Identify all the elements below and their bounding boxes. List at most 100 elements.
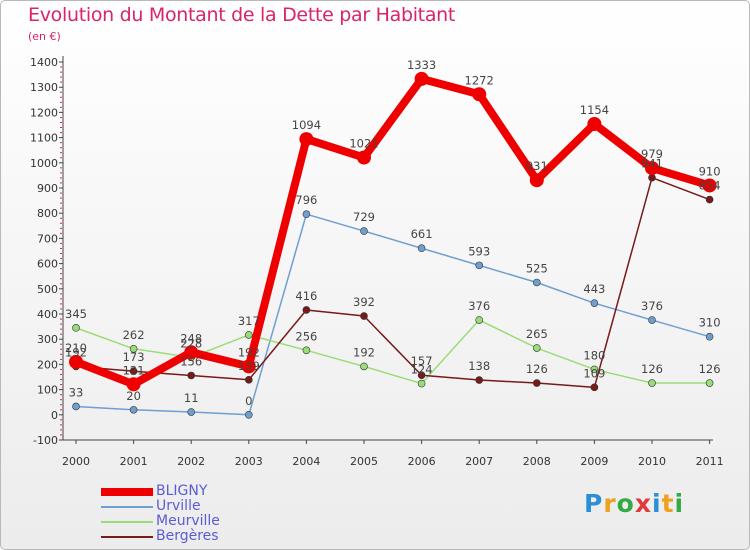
y-tick-label: 600: [37, 258, 58, 271]
data-point-meurville: [705, 379, 714, 387]
x-tick-label: 2004: [292, 455, 320, 468]
x-tick-label: 2000: [62, 455, 90, 468]
data-point-meurville: [532, 344, 541, 352]
x-tick-label: 2011: [696, 455, 724, 468]
x-tick-label: 2005: [350, 455, 378, 468]
data-label-urville: 33: [69, 385, 84, 399]
legend-label-bligny: BLIGNY: [156, 483, 208, 499]
data-point-bligny: [357, 150, 371, 165]
data-point-bligny: [69, 354, 83, 369]
data-label-meurville: 126: [641, 362, 663, 376]
y-tick-label: 800: [37, 207, 58, 220]
data-label-meurville: 192: [353, 345, 375, 359]
data-point-bergères: [705, 195, 714, 204]
data-point-bligny: [702, 178, 717, 193]
y-tick-label: 200: [37, 358, 58, 371]
data-label-meurville: 345: [65, 307, 87, 321]
data-label-bligny: 1272: [465, 73, 494, 87]
chart-subtitle: (en €): [28, 30, 61, 43]
data-label-bergères: 392: [353, 295, 375, 309]
data-point-meurville: [417, 379, 426, 388]
data-label-bergères: 192: [65, 345, 87, 359]
legend-swatch-urville: [101, 506, 153, 508]
x-tick-label: 2001: [120, 455, 148, 468]
data-point-meurville: [129, 344, 138, 353]
proxiti-logo: Proxiti: [584, 489, 685, 518]
data-label-meurville: 265: [526, 327, 548, 341]
data-point-bergères: [648, 173, 656, 182]
data-label-urville: 443: [583, 282, 605, 296]
data-point-bergères: [417, 371, 426, 380]
x-tick-label: 2008: [523, 455, 551, 468]
data-label-urville: 796: [295, 193, 317, 207]
data-point-bergères: [129, 367, 138, 376]
y-tick-label: -100: [33, 434, 58, 447]
y-tick-label: 400: [37, 308, 58, 321]
data-point-bligny: [414, 71, 429, 86]
legend-label-urville: Urville: [156, 498, 201, 514]
legend-swatch-bergeres: [101, 536, 153, 538]
data-label-urville: 729: [353, 210, 375, 224]
y-tick-label: 1400: [30, 56, 58, 69]
legend-label-bergeres: Bergères: [156, 528, 219, 544]
data-point-meurville: [475, 316, 484, 324]
data-label-bergères: 156: [180, 354, 202, 368]
x-tick-label: 2006: [408, 455, 436, 468]
data-label-bligny: 1154: [580, 103, 609, 117]
series-line-urville: [75, 213, 711, 416]
data-point-urville: [417, 244, 426, 253]
data-label-bergères: 854: [699, 179, 721, 193]
data-label-bligny: 979: [641, 147, 663, 161]
data-point-urville: [187, 408, 195, 416]
series-line-bergères: [75, 176, 711, 389]
chart-title: Evolution du Montant de la Dette par Hab…: [28, 4, 456, 26]
data-label-meurville: 376: [468, 299, 490, 313]
data-point-bligny: [184, 345, 199, 360]
data-label-urville: 376: [641, 299, 663, 313]
data-point-urville: [648, 316, 656, 324]
data-label-bergères: 109: [583, 366, 605, 380]
data-label-meurville: 317: [238, 314, 260, 328]
data-point-bligny: [587, 116, 602, 131]
y-tick-label: 900: [37, 182, 58, 195]
y-tick-label: 100: [37, 384, 58, 397]
data-point-meurville: [302, 346, 311, 355]
data-label-meurville: 126: [699, 362, 721, 376]
x-tick-label: 2003: [235, 455, 263, 468]
data-point-urville: [532, 278, 541, 287]
data-label-meurville: 262: [123, 328, 145, 342]
data-point-bligny: [126, 377, 141, 392]
data-point-urville: [360, 227, 368, 235]
data-label-urville: 593: [468, 244, 490, 258]
data-label-urville: 310: [699, 316, 721, 330]
data-point-urville: [302, 210, 311, 219]
data-label-urville: 525: [526, 262, 548, 276]
data-label-bergères: 173: [123, 350, 145, 364]
data-label-meurville: 124: [411, 363, 433, 377]
data-label-bligny: 1021: [349, 137, 378, 151]
y-tick-label: 300: [37, 333, 58, 346]
data-label-urville: 20: [126, 389, 141, 403]
data-point-bergères: [360, 312, 368, 320]
data-point-meurville: [590, 365, 599, 374]
data-point-bergères: [475, 376, 484, 384]
data-label-bergères: 416: [295, 289, 317, 303]
data-point-bligny: [299, 132, 314, 147]
y-tick-label: 0: [51, 409, 58, 422]
x-tick-label: 2009: [580, 455, 608, 468]
data-point-bligny: [241, 359, 256, 374]
data-point-bergères: [187, 371, 195, 380]
data-point-bergères: [302, 306, 311, 314]
legend-label-meurville: Meurville: [156, 513, 220, 529]
data-label-bligny: 1094: [292, 118, 321, 132]
data-label-bligny: 121: [123, 363, 145, 377]
data-point-bergères: [590, 383, 599, 392]
y-tick-label: 1200: [30, 106, 58, 119]
data-label-bligny: 248: [180, 331, 202, 345]
data-label-bligny: 1333: [407, 58, 436, 72]
data-label-urville: 0: [245, 394, 252, 408]
y-tick-label: 1300: [30, 81, 58, 94]
x-tick-label: 2002: [177, 455, 205, 468]
data-point-bligny: [472, 87, 487, 102]
